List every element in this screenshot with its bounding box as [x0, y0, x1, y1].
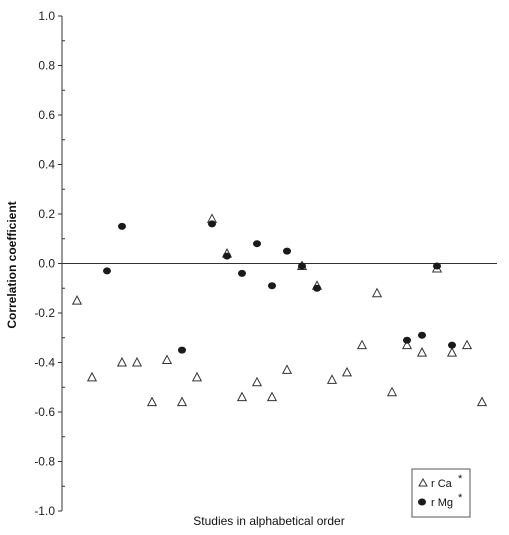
legend-circle-icon — [418, 498, 426, 506]
y-tick-label: -1.0 — [34, 504, 55, 518]
y-tick-label: 0.4 — [38, 158, 55, 172]
data-point-r-mg — [118, 222, 126, 230]
data-point-r-ca — [86, 371, 98, 382]
data-point-r-mg — [298, 262, 306, 270]
data-point-r-mg — [238, 269, 246, 277]
y-axis: 1.0 0.8 0.6 0.4 0.2 0.0 -0.2 -0.4 -0.6 -0.8 -1.0 — [34, 9, 65, 518]
legend-triangle-icon — [418, 477, 428, 487]
legend-sup-rmg: * — [458, 492, 463, 504]
data-point-r-ca — [71, 295, 83, 305]
data-point-r-ca — [461, 339, 473, 350]
data-point-r-ca — [326, 374, 338, 384]
data-point-r-mg — [178, 346, 186, 354]
data-point-r-mg — [268, 282, 276, 290]
data-point-r-ca — [251, 376, 263, 387]
data-point-r-mg — [418, 331, 426, 339]
y-tick-label: -0.6 — [34, 405, 55, 419]
y-tick-label: 0.8 — [38, 59, 55, 73]
y-tick-label: -0.8 — [34, 455, 55, 469]
data-point-r-mg — [223, 252, 231, 260]
data-point-r-ca — [341, 366, 353, 377]
data-point-r-mg — [208, 220, 216, 228]
data-point-r-ca — [161, 354, 173, 365]
y-tick-label: -0.4 — [34, 356, 55, 370]
data-point-r-ca — [371, 287, 383, 298]
data-point-r-ca — [416, 347, 428, 357]
data-point-r-ca — [281, 364, 293, 374]
data-point-r-ca — [266, 391, 278, 402]
data-point-r-mg — [313, 284, 321, 292]
data-point-r-ca — [146, 396, 158, 407]
data-point-r-ca — [386, 386, 398, 397]
data-point-r-ca — [401, 339, 413, 350]
data-point-r-ca — [191, 371, 203, 382]
legend: r Ca * r Mg * — [411, 468, 471, 518]
y-tick-label: 1.0 — [38, 9, 55, 23]
legend-label-rca: r Ca — [431, 478, 453, 490]
data-point-r-ca — [131, 356, 143, 367]
y-tick-label: 0.2 — [38, 207, 55, 221]
data-point-r-mg — [433, 262, 441, 270]
y-axis-title: Correlation coefficient — [5, 201, 19, 328]
data-point-r-ca — [476, 396, 488, 407]
y-tick-label: 0.0 — [38, 257, 55, 271]
data-point-r-mg — [103, 267, 111, 275]
data-point-r-mg — [403, 336, 411, 344]
data-marks — [71, 213, 488, 407]
data-point-r-ca — [176, 396, 188, 407]
legend-box — [411, 468, 471, 518]
data-point-r-ca — [236, 391, 248, 402]
data-point-r-mg — [283, 247, 291, 255]
data-point-r-mg — [448, 341, 456, 349]
data-point-r-mg — [253, 240, 261, 248]
y-tick-label: 0.6 — [38, 108, 55, 122]
legend-label-rmg: r Mg — [431, 497, 453, 509]
y-tick-label: -0.2 — [34, 306, 55, 320]
data-point-r-ca — [446, 347, 458, 357]
data-point-r-ca — [356, 339, 368, 350]
data-point-r-ca — [116, 356, 128, 367]
legend-sup-rca: * — [458, 473, 463, 485]
x-axis-title: Studies in alphabetical order — [193, 514, 344, 528]
